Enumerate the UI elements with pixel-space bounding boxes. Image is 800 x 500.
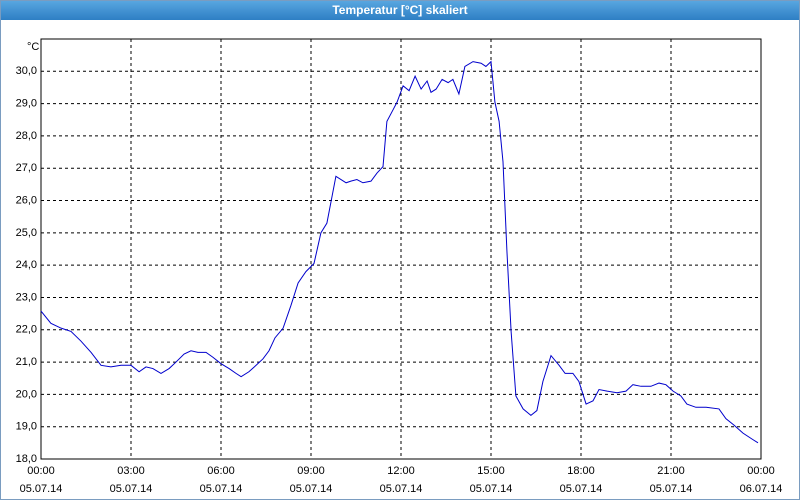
x-tick-label: 00:00 06.07.14	[739, 465, 783, 495]
y-tick-label: 24,0	[16, 259, 37, 271]
y-tick-label: 20,0	[16, 388, 37, 400]
y-tick-label: 22,0	[16, 324, 37, 336]
x-tick-label: 00:00 05.07.14	[19, 465, 63, 495]
x-tick-label: 12:00 05.07.14	[379, 465, 423, 495]
y-tick-label: 26,0	[16, 194, 37, 206]
y-unit-label: °C	[27, 41, 39, 53]
x-tick-label: 06:00 05.07.14	[199, 465, 243, 495]
y-tick-label: 19,0	[16, 421, 37, 433]
temperature-line	[40, 60, 759, 444]
x-tick-label: 21:00 05.07.14	[649, 465, 693, 495]
y-tick-label: 29,0	[16, 98, 37, 110]
x-tick-label: 09:00 05.07.14	[289, 465, 333, 495]
y-tick-label: 23,0	[16, 291, 37, 303]
y-tick-label: 25,0	[16, 227, 37, 239]
x-tick-label: 15:00 05.07.14	[469, 465, 513, 495]
y-tick-label: 30,0	[16, 65, 37, 77]
y-tick-label: 28,0	[16, 130, 37, 142]
y-tick-label: 18,0	[16, 453, 37, 465]
plot-frame	[40, 38, 762, 460]
y-tick-label: 27,0	[16, 162, 37, 174]
x-tick-label: 03:00 05.07.14	[109, 465, 153, 495]
title-bar: Temperatur [°C] skaliert	[1, 1, 799, 20]
x-tick-label: 18:00 05.07.14	[559, 465, 603, 495]
y-tick-label: 21,0	[16, 356, 37, 368]
